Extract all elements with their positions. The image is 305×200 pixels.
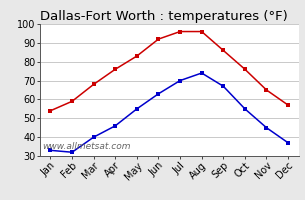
- Text: www.allmetsat.com: www.allmetsat.com: [42, 142, 131, 151]
- Text: Dallas-Fort Worth : temperatures (°F): Dallas-Fort Worth : temperatures (°F): [40, 10, 287, 23]
